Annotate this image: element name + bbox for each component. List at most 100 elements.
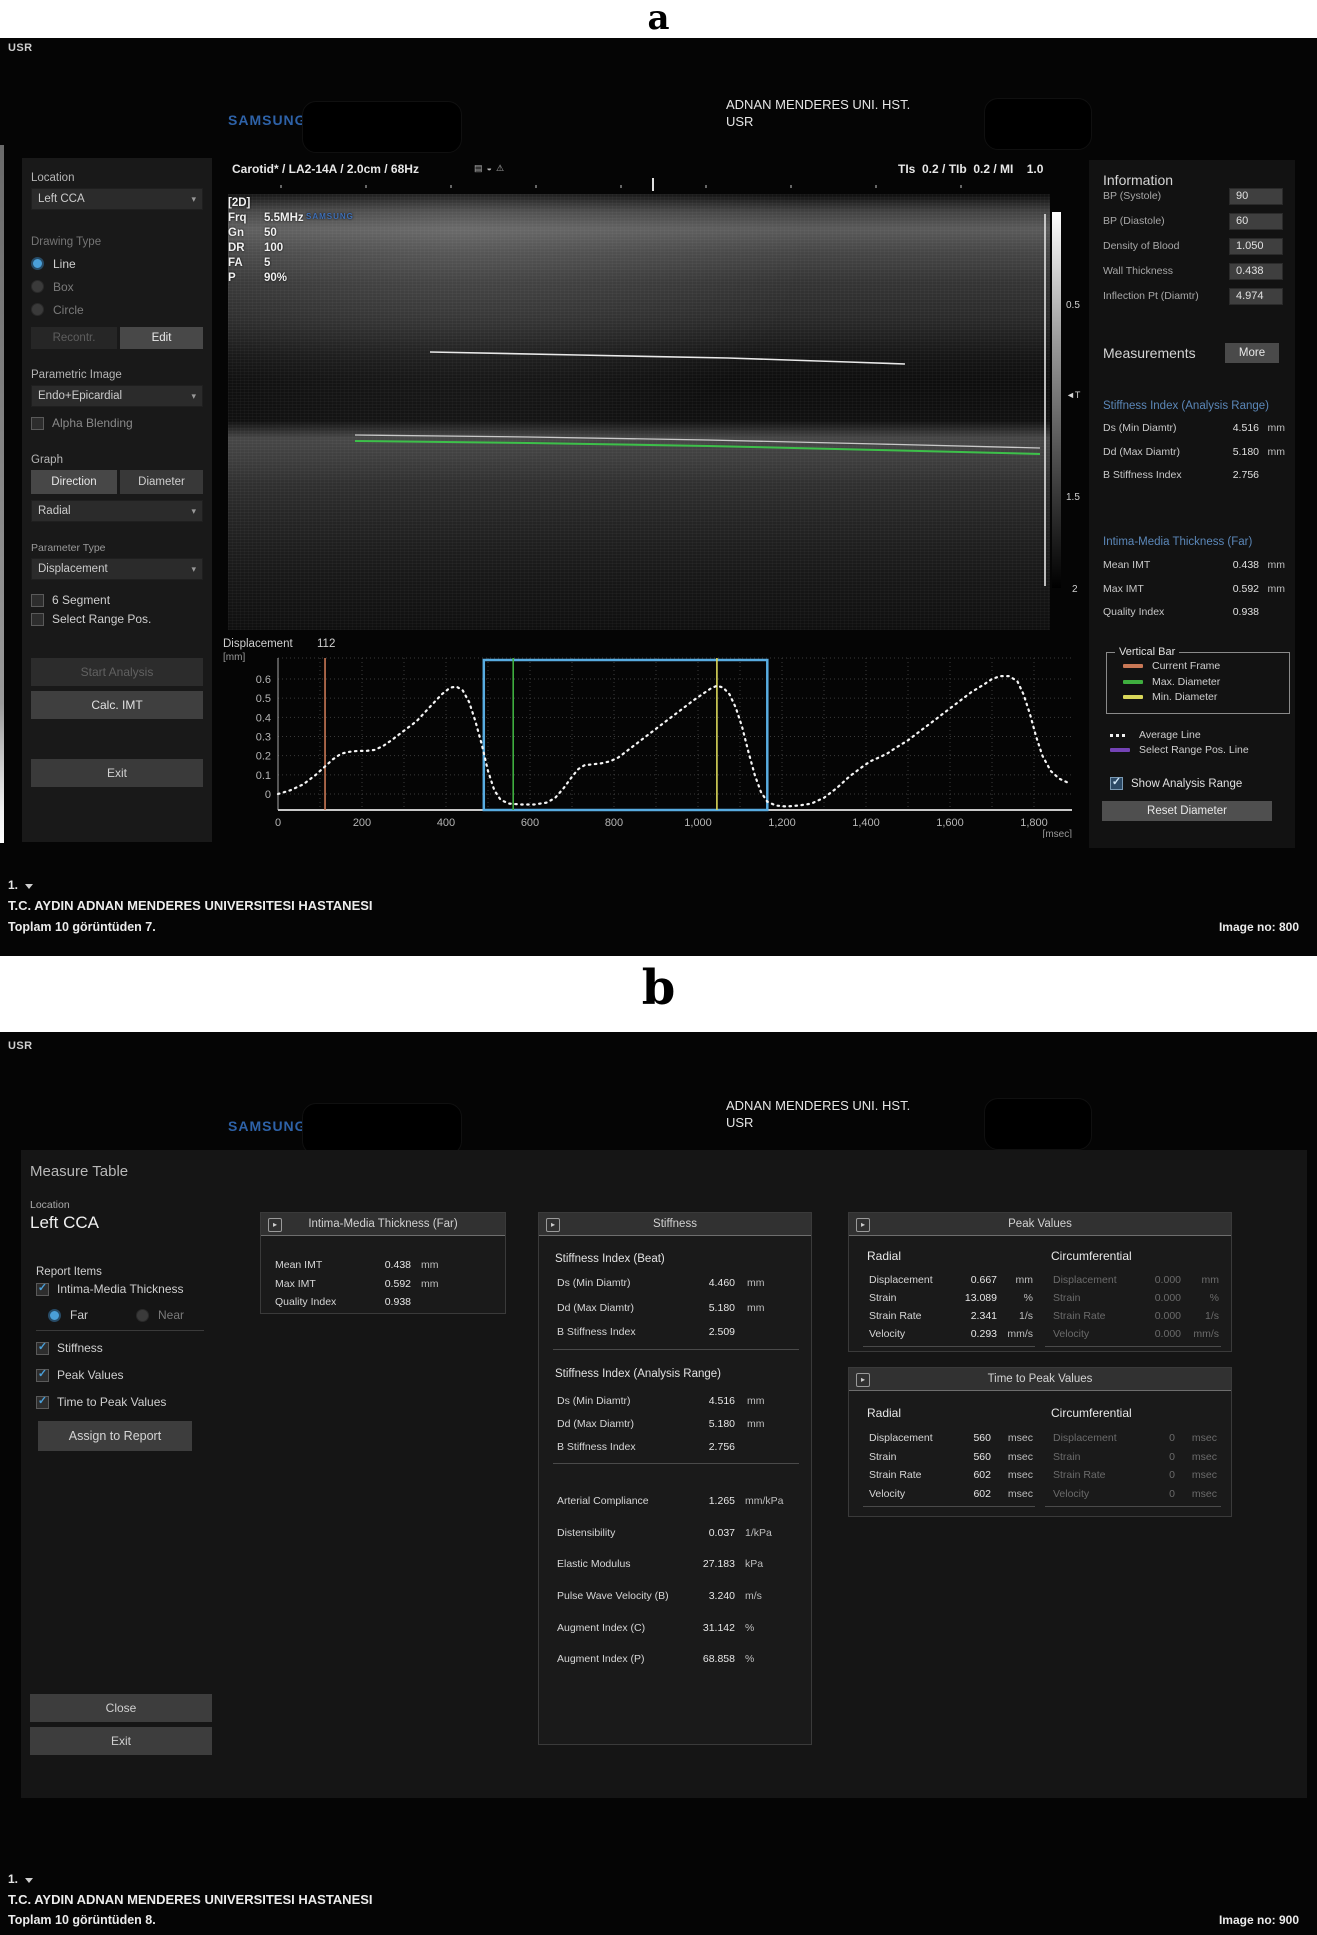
imt-checkbox[interactable]: ✓ Intima-Media Thickness [36, 1282, 216, 1296]
depth-mark: 0.5 [1066, 300, 1080, 311]
hospital-name-b: ADNAN MENDERES UNI. HST. [726, 1098, 911, 1113]
parameter-type-select[interactable]: Displacement ▾ [31, 558, 203, 580]
calc-imt-button[interactable]: Calc. IMT [31, 691, 203, 719]
exit-button-b[interactable]: Exit [30, 1727, 212, 1755]
footer-count-a: Toplam 10 görüntüden 7. [8, 920, 156, 934]
inflection-pt-input[interactable]: 4.974 [1229, 287, 1283, 305]
table-expand-icon[interactable]: ▸ [546, 1218, 560, 1232]
close-button[interactable]: Close [30, 1694, 212, 1722]
exit-button-a[interactable]: Exit [31, 759, 203, 787]
six-segment-checkbox[interactable]: 6 Segment [31, 593, 212, 607]
edit-button[interactable]: Edit [120, 327, 203, 349]
image-index-dropdown-b[interactable]: 1. [8, 1872, 34, 1886]
image-index-dropdown-a[interactable]: 1. [8, 878, 34, 892]
measure-table-title: Measure Table [30, 1163, 129, 1180]
direction-select[interactable]: Radial ▾ [31, 500, 203, 522]
meas-value: 0.592 [1232, 583, 1259, 595]
location-label-b: Location [30, 1199, 70, 1211]
reset-diameter-button[interactable]: Reset Diameter [1102, 801, 1272, 821]
assign-to-report-button[interactable]: Assign to Report [38, 1421, 192, 1451]
stiffness-range-title: Stiffness Index (Analysis Range) [1103, 400, 1269, 412]
probe-info-readout: Carotid* / LA2-14A / 2.0cm / 68Hz [232, 162, 419, 176]
tgc-curve[interactable] [1044, 214, 1046, 586]
alpha-blending-checkbox[interactable]: Alpha Blending [31, 416, 212, 430]
stiffness-checkbox[interactable]: ✓ Stiffness [36, 1341, 216, 1355]
parametric-image-select[interactable]: Endo+Epicardial ▾ [31, 385, 203, 407]
radio-box[interactable]: Box [31, 275, 212, 298]
samsung-logo-b: SAMSUNG [228, 1118, 307, 1134]
peak-values-checkbox[interactable]: ✓ Peak Values [36, 1368, 216, 1382]
svg-text:0: 0 [275, 817, 281, 829]
radio-line[interactable]: Line [31, 252, 212, 275]
svg-text:0.6: 0.6 [256, 674, 271, 686]
table-row: Strain 13.089% [869, 1292, 1033, 1304]
bp-diastole-input[interactable]: 60 [1229, 212, 1283, 230]
chevron-down-icon [25, 884, 34, 889]
circumferential-column-header: Circumferential [1051, 1249, 1132, 1263]
tab-direction[interactable]: Direction [31, 470, 117, 494]
bp-systole-input[interactable]: 90 [1229, 187, 1283, 205]
svg-text:1,800: 1,800 [1020, 817, 1048, 829]
checkbox-unchecked-icon [31, 612, 44, 626]
ultrasound-image[interactable] [228, 194, 1050, 630]
near-radio-label[interactable]: Near [158, 1308, 185, 1322]
peak-values-checkbox-label: Peak Values [57, 1368, 124, 1382]
info-label: Wall Thickness [1103, 265, 1174, 277]
radio-off-icon[interactable] [136, 1308, 149, 1322]
table-row: Strain Rate 2.341 1/s [869, 1310, 1033, 1322]
table-row: Displacement 0 msec [1053, 1432, 1217, 1444]
table-row: Ds (Min Diamtr) 4.516 mm [557, 1395, 765, 1407]
meas-value: 0.438 [1232, 559, 1259, 571]
table-row: B Stiffness Index 2.509 [557, 1326, 735, 1338]
start-analysis-button[interactable]: Start Analysis [31, 658, 203, 686]
chart-y-unit: [mm] [223, 652, 246, 663]
parametric-image-label: Parametric Image [31, 369, 122, 381]
table-row: Velocity 0.000 mm/s [1053, 1328, 1219, 1340]
density-of-blood-input[interactable]: 1.050 [1229, 237, 1283, 255]
svg-text:400: 400 [437, 817, 455, 829]
info-label: BP (Systole) [1103, 190, 1162, 202]
table-row: B Stiffness Index 2.756 [557, 1441, 735, 1453]
footer-count-b: Toplam 10 görüntüden 8. [8, 1913, 156, 1927]
recontr-button[interactable]: Recontr. [31, 327, 117, 349]
table-row: Augment Index (C) 31.142% [557, 1622, 755, 1634]
checkbox-checked-icon: ✓ [1110, 776, 1123, 790]
displacement-chart[interactable]: Displacement [mm] 112 0 0.1 0.2 0.3 0.4 0.5 0.… [222, 636, 1075, 840]
svg-text:800: 800 [605, 817, 623, 829]
chevron-down-icon: ▾ [191, 390, 196, 401]
image-index-label: 1. [8, 1872, 19, 1886]
stiffness-table-header: ▸ Stiffness [539, 1213, 811, 1236]
select-range-pos-checkbox[interactable]: Select Range Pos. [31, 612, 212, 626]
show-analysis-range-checkbox[interactable]: ✓ Show Analysis Range [1110, 777, 1242, 790]
table-expand-icon[interactable]: ▸ [856, 1218, 870, 1232]
displacement-plot[interactable]: 0 0.1 0.2 0.3 0.4 0.5 0.6 0 200 400 600 800 1,000 1,2… [222, 636, 1075, 840]
divider [1045, 1506, 1221, 1507]
vertical-bar-legend-title: Vertical Bar [1115, 646, 1180, 658]
far-near-radio-group: Far Near [48, 1308, 216, 1322]
depth-mark: 1.5 [1066, 492, 1080, 503]
table-expand-icon[interactable]: ▸ [268, 1218, 282, 1232]
location-select[interactable]: Left CCA ▾ [31, 188, 203, 210]
meas-unit: mm [1267, 559, 1286, 571]
tab-diameter[interactable]: Diameter [120, 470, 203, 494]
vertical-bar-legend: Vertical Bar Current Frame Max. Diameter… [1106, 646, 1290, 714]
radio-on-icon[interactable] [48, 1308, 61, 1322]
grayscale-bar [1052, 212, 1061, 588]
radio-line-label: Line [53, 256, 76, 271]
radio-on-icon [31, 257, 44, 270]
far-radio-label[interactable]: Far [70, 1308, 88, 1322]
radio-circle[interactable]: Circle [31, 298, 212, 321]
param-key: Gn [228, 227, 244, 239]
ttp-checkbox[interactable]: ✓ Time to Peak Values [36, 1395, 216, 1409]
wall-thickness-input[interactable]: 0.438 [1229, 262, 1283, 280]
imt-far-table: ▸ Intima-Media Thickness (Far) Mean IMT 0… [260, 1212, 506, 1314]
graph-label: Graph [31, 454, 63, 466]
usr-label-b: USR [8, 1040, 33, 1052]
table-expand-icon[interactable]: ▸ [856, 1373, 870, 1387]
table-row: Dd (Max Diamtr) 5.180 mm [557, 1418, 765, 1430]
radio-off-icon [31, 303, 44, 316]
more-button[interactable]: More [1225, 343, 1279, 363]
table-row: Arterial Compliance 1.265 mm/kPa [557, 1495, 784, 1507]
table-row: Dd (Max Diamtr) 5.180 mm [557, 1302, 765, 1314]
select-range-line-legend: Select Range Pos. Line [1110, 744, 1249, 756]
